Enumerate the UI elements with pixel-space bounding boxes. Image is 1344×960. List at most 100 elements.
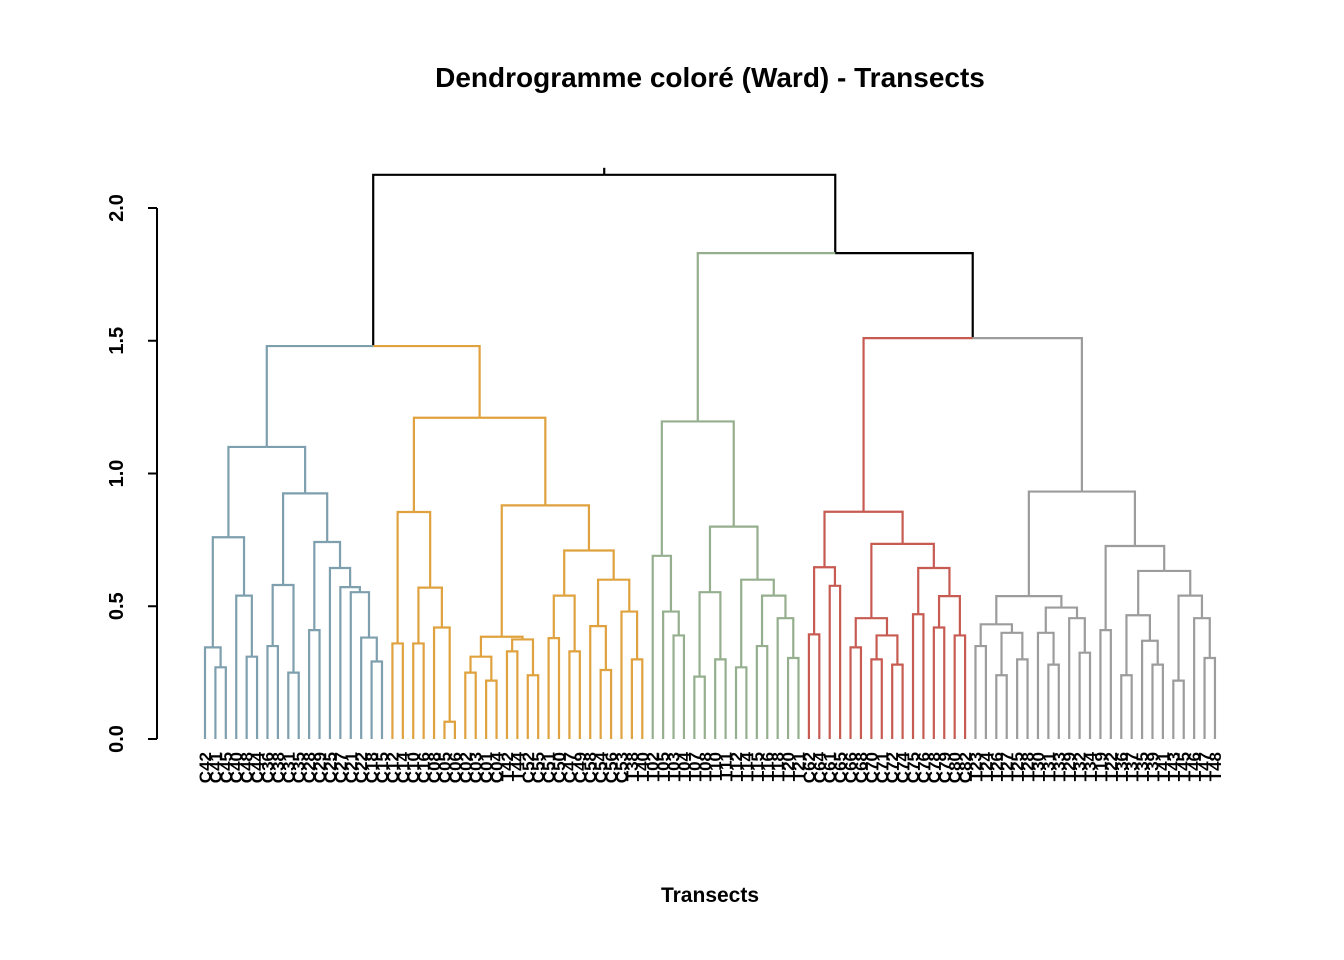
dendrogram-link <box>412 416 480 512</box>
dendrogram-link <box>396 510 414 644</box>
dendrogram-link <box>932 626 940 739</box>
leaf-label: C58 <box>581 752 600 783</box>
dendrogram-link <box>1105 629 1112 739</box>
dendrogram-link <box>397 642 404 739</box>
dendrogram-link <box>823 510 864 568</box>
dendrogram-link <box>235 594 245 739</box>
leaf-label: C10 <box>404 752 423 783</box>
dendrogram-link <box>413 510 432 588</box>
dendrogram-link <box>1177 594 1191 681</box>
dendrogram-link <box>1120 674 1127 739</box>
leaf-label: C18 <box>363 752 382 783</box>
leaf-label: T37 <box>1123 752 1142 781</box>
dendrogram-link <box>598 625 607 670</box>
leaf-label: C76 <box>914 752 933 783</box>
leaf-label: T20 <box>779 752 798 781</box>
dendrogram-link <box>979 623 997 647</box>
dendrogram-link <box>418 642 425 739</box>
dendrogram-link <box>862 336 973 512</box>
leaf-label: C82 <box>956 752 975 783</box>
dendrogram-link <box>972 336 1083 492</box>
dendrogram-link <box>313 540 328 631</box>
leaf-label: C65 <box>831 752 850 783</box>
dendrogram-link <box>512 650 519 739</box>
dendrogram-link <box>855 646 863 739</box>
dendrogram-link <box>479 635 502 657</box>
dendrogram-link <box>755 644 763 739</box>
dendrogram-link <box>552 594 565 639</box>
leaf-label: T40 <box>633 752 652 781</box>
dendrogram-link <box>824 566 837 586</box>
dendrogram-link <box>372 173 605 347</box>
leaf-label: C38 <box>269 752 288 783</box>
leaf-label: C28 <box>300 752 319 783</box>
dendrogram-link <box>359 591 371 638</box>
dendrogram-link <box>328 566 341 739</box>
dendrogram-link <box>661 554 673 612</box>
leaf-label: T14 <box>737 751 756 781</box>
dendrogram-link <box>714 658 721 739</box>
leaf-label: C62 <box>800 752 819 783</box>
dendrogram-link <box>849 646 856 739</box>
dendrogram-link <box>469 655 481 673</box>
dendrogram-link <box>251 655 259 739</box>
dendrogram-link <box>511 638 523 652</box>
leaf-label: T30 <box>1029 752 1048 781</box>
dendrogram-link <box>1178 679 1185 739</box>
dendrogram-link <box>1164 569 1192 596</box>
leaf-label: C31 <box>279 752 298 783</box>
leaf-label: T34 <box>1081 751 1100 781</box>
dendrogram-link <box>953 634 960 739</box>
dendrogram-link <box>589 625 599 739</box>
leaf-label: T21 <box>789 752 808 781</box>
leaf-label: T04 <box>675 751 694 781</box>
x-axis-label: Transects <box>660 884 760 907</box>
leaf-label: T26 <box>987 752 1006 781</box>
dendrogram-link <box>651 554 662 739</box>
dendrogram-link <box>1047 663 1054 739</box>
dendrogram-link <box>596 578 614 627</box>
dendrogram-link <box>762 644 769 739</box>
leaf-label: T41 <box>1154 752 1173 781</box>
leaf-label: C48 <box>238 752 257 783</box>
dendrogram-link <box>709 591 722 660</box>
dendrogram-link <box>412 642 419 739</box>
dendrogram-link <box>1000 631 1012 676</box>
dendrogram-link <box>835 252 974 339</box>
dendrogram-link <box>500 504 546 637</box>
leaf-label: T16 <box>758 752 777 781</box>
leaf-label: C72 <box>883 752 902 783</box>
leaf-label: C61 <box>821 752 840 783</box>
dendrogram-link <box>430 586 443 628</box>
y-axis-tick-label: 1.0 <box>106 460 128 488</box>
dendrogram-link <box>350 586 361 593</box>
leaf-label: T08 <box>696 752 715 781</box>
dendrogram-link <box>693 675 700 739</box>
dendrogram-link <box>564 594 576 652</box>
dendrogram-link <box>470 671 477 739</box>
dendrogram-link <box>1126 674 1133 739</box>
dendrogram-link <box>863 510 904 544</box>
dendrogram-link <box>637 658 644 739</box>
dendrogram-link <box>630 658 638 739</box>
dendrogram-link <box>1172 679 1179 739</box>
dendrogram-link <box>620 610 630 739</box>
dendrogram-link <box>272 644 279 739</box>
leaf-label: T31 <box>1039 752 1058 781</box>
dendrogram-link <box>875 634 887 660</box>
dendrogram-link <box>545 504 591 551</box>
dendrogram-link <box>1036 631 1046 739</box>
leaf-label: C22 <box>352 752 371 783</box>
dendrogram-link <box>599 668 606 739</box>
leaf-label: C75 <box>904 752 923 783</box>
leaf-label: C45 <box>217 752 236 783</box>
dendrogram-link <box>996 623 1014 633</box>
leaf-label: C27 <box>331 752 350 783</box>
dendrogram-link <box>708 525 734 593</box>
dendrogram-link <box>1028 595 1063 608</box>
dendrogram-link <box>629 610 639 660</box>
dendrogram-link <box>1140 639 1150 739</box>
dendrogram-link <box>1157 663 1164 739</box>
leaf-label: C01 <box>477 752 496 783</box>
